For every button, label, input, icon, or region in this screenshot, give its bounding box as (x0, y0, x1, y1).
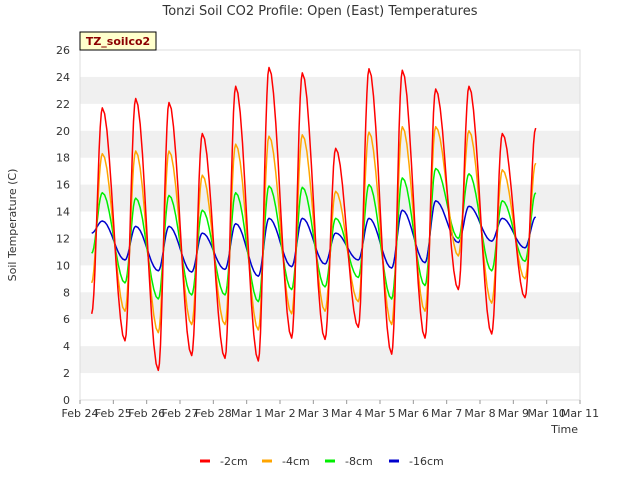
y-tick-label: 10 (56, 259, 70, 272)
y-axis-label: Soil Temperature (C) (6, 169, 19, 282)
grid-band (80, 76, 580, 104)
y-tick-label: 20 (56, 125, 70, 138)
x-tick-label: Feb 27 (162, 407, 199, 420)
y-tick-label: 22 (56, 98, 70, 111)
x-tick-label: Mar 8 (464, 407, 495, 420)
grid-band (80, 346, 580, 374)
y-tick-label: 6 (63, 313, 70, 326)
legend: -2cm -4cm -8cm -16cm (200, 455, 444, 468)
x-tick-label: Mar 6 (398, 407, 429, 420)
x-tick-label: Feb 28 (195, 407, 232, 420)
legend-label: -2cm (220, 455, 248, 468)
chart-title: Tonzi Soil CO2 Profile: Open (East) Temp… (161, 4, 477, 19)
x-tick-label: Mar 2 (264, 407, 295, 420)
grid-bands (80, 76, 580, 374)
y-tick-label: 2 (63, 367, 70, 380)
y-tick-label: 26 (56, 44, 70, 57)
x-tick-label: Mar 7 (431, 407, 462, 420)
x-tick-label: Mar 4 (331, 407, 362, 420)
site-tag-label: TZ_soilco2 (86, 35, 150, 48)
x-tick-label: Mar 9 (498, 407, 529, 420)
y-tick-label: 24 (56, 71, 70, 84)
x-tick-label: Mar 11 (561, 407, 599, 420)
x-axis-label: Time (550, 423, 578, 436)
x-tick-label: Mar 5 (364, 407, 395, 420)
x-tick-label: Mar 3 (298, 407, 329, 420)
series-line-minus-2cm (90, 66, 537, 372)
x-tick-label: Mar 10 (528, 407, 566, 420)
plot-area (79, 49, 581, 401)
x-tick-label: Mar 1 (231, 407, 262, 420)
series-layer (90, 66, 537, 372)
y-tick-label: 0 (63, 394, 70, 407)
y-tick-label: 8 (63, 286, 70, 299)
legend-label: -4cm (282, 455, 310, 468)
legend-label: -16cm (409, 455, 444, 468)
x-tick-label: Feb 26 (128, 407, 165, 420)
y-tick-label: 12 (56, 232, 70, 245)
site-tag: TZ_soilco2 (79, 31, 157, 51)
y-tick-label: 16 (56, 179, 70, 192)
x-tick-label: Feb 24 (62, 407, 99, 420)
legend-label: -8cm (345, 455, 373, 468)
y-tick-label: 4 (63, 340, 70, 353)
grid-band (80, 292, 580, 320)
grid-band (80, 184, 580, 212)
y-tick-label: 18 (56, 152, 70, 165)
x-tick-label: Feb 25 (95, 407, 132, 420)
grid-band (80, 130, 580, 158)
y-tick-label: 14 (56, 206, 70, 219)
